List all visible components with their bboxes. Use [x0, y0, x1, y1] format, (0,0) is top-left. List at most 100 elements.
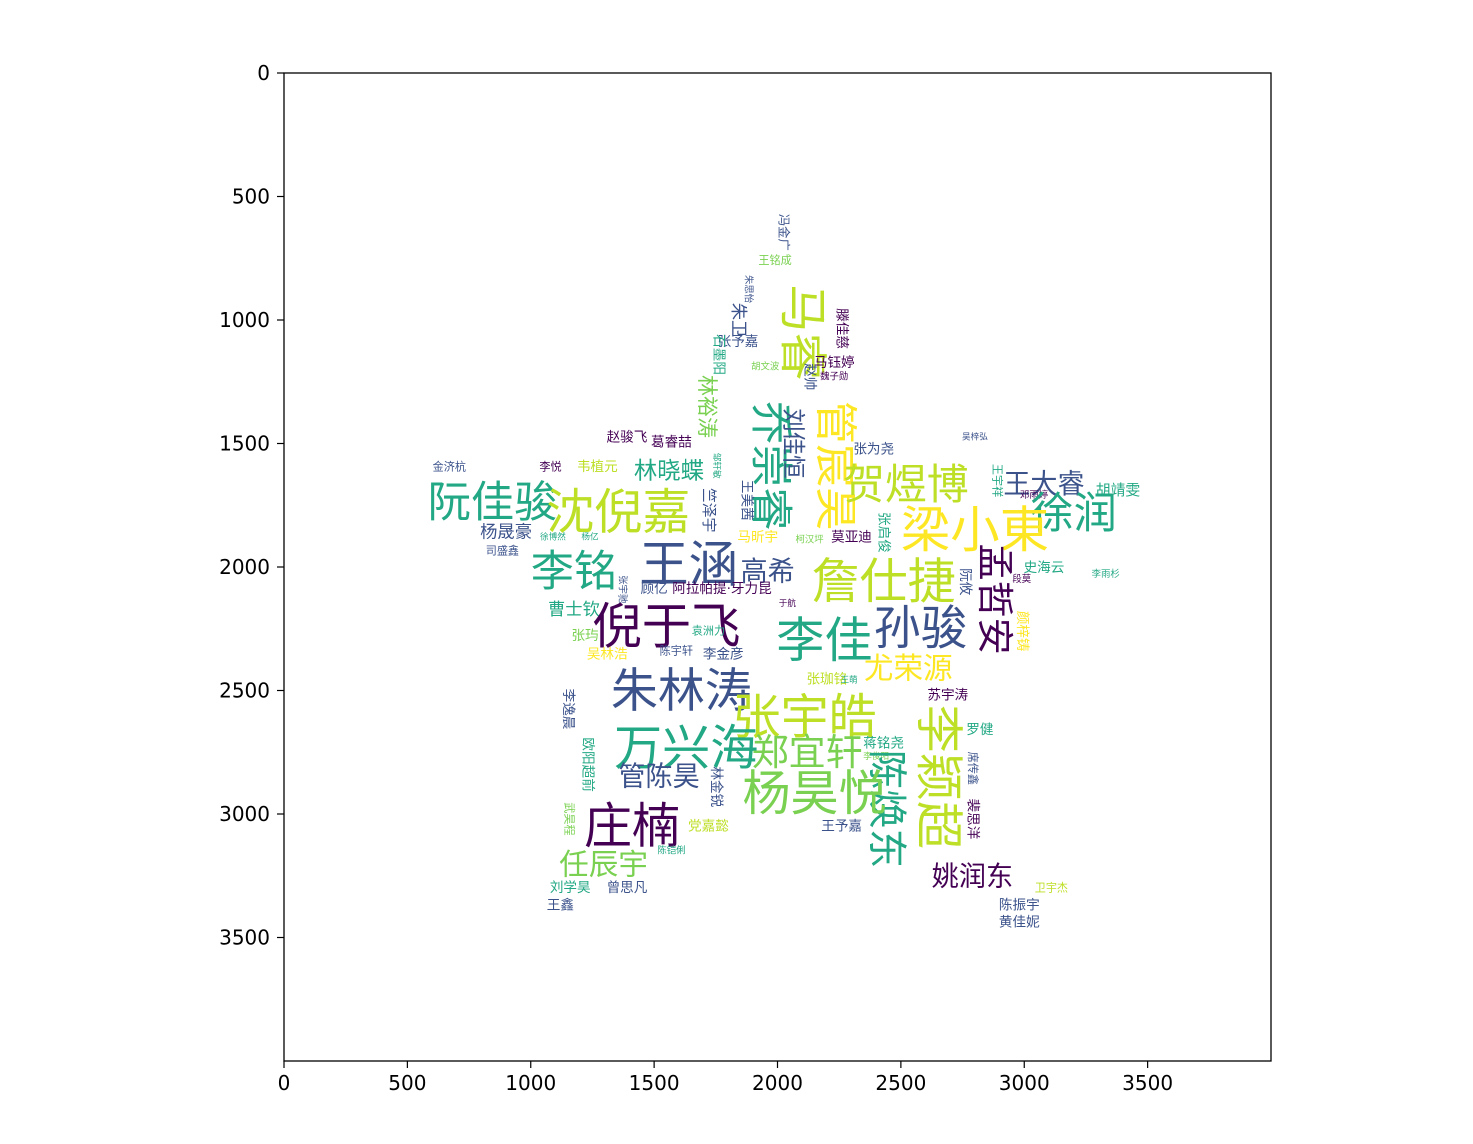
word-66: 李金彦 — [703, 647, 744, 663]
word-71: 苏宇涛 — [927, 687, 968, 703]
word-73: 张宇皓 — [732, 690, 876, 746]
x-tick-label: 0 — [278, 1071, 291, 1095]
word-63: 袁洲力 — [692, 625, 725, 638]
word-37: 莫亚迪 — [831, 529, 872, 545]
word-57: 曹士钦 — [548, 600, 600, 620]
word-5: 滕佳慈 — [834, 308, 850, 349]
word-98: 王鑫 — [547, 896, 574, 913]
word-43: 司盛鑫 — [486, 543, 519, 557]
word-38: 杨晟豪 — [480, 521, 532, 542]
x-tick-label: 1000 — [505, 1071, 556, 1095]
word-35: 梁小東 — [901, 501, 1049, 559]
word-51: 阮攸 — [957, 568, 973, 596]
word-64: 吴林浩 — [587, 647, 628, 663]
word-76: 李颖超 — [910, 705, 966, 849]
word-22: 韦植元 — [577, 459, 618, 475]
word-77: 罗健 — [966, 722, 994, 738]
word-17: 葛睿喆 — [651, 434, 692, 450]
x-tick-label: 500 — [388, 1071, 426, 1095]
word-3: 朱卫 — [728, 303, 748, 338]
word-45: 李铭 — [531, 547, 617, 597]
word-34: 徐润 — [1030, 489, 1116, 539]
word-46: 高希 — [741, 556, 795, 587]
word-86: 裴思洋 — [964, 799, 980, 840]
word-47: 詹仕捷 — [811, 554, 955, 610]
x-tick-label: 3500 — [1122, 1071, 1173, 1095]
word-39: 徐博然 — [540, 530, 566, 542]
word-8: 胡文波 — [751, 360, 780, 372]
word-89: 党嘉懿 — [688, 818, 729, 834]
y-tick-label: 3000 — [219, 802, 270, 826]
word-29: 阮佳骏 — [428, 478, 558, 528]
word-56: 于航 — [779, 597, 797, 609]
word-25: 贺煜博 — [843, 460, 969, 509]
word-20: 金济杭 — [433, 459, 466, 473]
word-13: 乔崇睿 — [745, 401, 795, 531]
word-50: 李雨杉 — [1092, 568, 1120, 580]
word-0: 冯金广 — [777, 214, 792, 251]
word-55: 阿拉帕提·牙力昆 — [672, 581, 772, 597]
word-2: 朱思怡 — [742, 275, 754, 304]
word-42: 柯汉坪 — [796, 533, 824, 545]
word-84: 陈焕东 — [863, 750, 909, 869]
word-12: 林裕涛 — [695, 375, 719, 438]
y-tick-label: 1500 — [219, 432, 270, 456]
word-58: 倪于飞 — [592, 597, 740, 655]
word-32: 王美茜 — [739, 480, 755, 521]
word-60: 孙骏 — [874, 601, 968, 656]
word-61: 颜梓铸 — [1014, 611, 1030, 652]
axes: 0 500 1000 1500 2000 2500 3000 3500 0 500 1000 150… — [219, 61, 1272, 1095]
word-19: 吴梓弘 — [962, 430, 988, 442]
word-10: 赵帅 — [802, 363, 818, 390]
word-88: 庄楠 — [584, 798, 680, 854]
x-tick-label: 1500 — [629, 1071, 680, 1095]
word-48: 孟哲安 — [973, 544, 1016, 655]
word-23: 林晓蝶 — [634, 457, 704, 485]
word-4: 马睿 — [774, 284, 830, 380]
word-18: 张为尧 — [853, 442, 894, 458]
word-96: 卫宇杰 — [1035, 882, 1068, 895]
word-30: 沈倪嘉 — [546, 485, 690, 541]
word-97: 陈振宇 — [999, 896, 1040, 913]
word-91: 陈铠俐 — [657, 845, 685, 857]
word-53: 张宇驰 — [617, 575, 629, 604]
word-68: 朱林涛 — [611, 664, 752, 719]
word-85: 杨昊悦 — [742, 766, 886, 822]
word-95: 曾思凡 — [607, 880, 648, 896]
word-74: 万兴海 — [614, 721, 758, 777]
word-79: 欧阳超前 — [580, 737, 597, 791]
word-6: 张予嘉 — [718, 334, 759, 350]
x-axis: 0 500 1000 1500 2000 2500 3000 3500 — [278, 1061, 1173, 1095]
word-80: 李俊阳 — [863, 750, 889, 762]
word-90: 王予嘉 — [821, 818, 862, 834]
y-axis: 0 500 1000 1500 2000 2500 3000 3500 — [219, 61, 284, 950]
x-tick-label: 2000 — [752, 1071, 803, 1095]
word-21: 李悦 — [539, 459, 561, 473]
word-65: 陈宇轩 — [660, 643, 693, 657]
word-59: 李佳 — [776, 613, 872, 669]
word-16: 赵骏飞 — [607, 429, 648, 445]
word-92: 任辰宇 — [559, 848, 648, 882]
y-tick-label: 500 — [232, 185, 270, 209]
word-69: 张珈铭 — [806, 671, 847, 687]
word-44: 王涵 — [639, 536, 738, 594]
word-72: 李逸晨 — [560, 689, 576, 730]
word-52: 段莫 — [1012, 573, 1031, 585]
word-94: 刘学昊 — [550, 880, 591, 896]
x-tick-label: 3000 — [999, 1071, 1050, 1095]
word-81: 席传鑫 — [966, 752, 980, 785]
word-14: 刘佳恒 — [780, 408, 808, 478]
word-87: 武昊程 — [562, 802, 575, 835]
word-24: 邹轩敏 — [711, 453, 723, 479]
word-28: 胡靖雯 — [1096, 482, 1141, 499]
word-1: 王铭成 — [758, 253, 791, 267]
word-83: 林金锐 — [708, 766, 724, 807]
word-49: 史海云 — [1024, 560, 1065, 576]
word-26: 王宇祥 — [991, 464, 1005, 497]
word-7: 石墨阳 — [710, 334, 726, 375]
word-82: 管陈昊 — [618, 761, 699, 792]
word-41: 马昕宇 — [737, 529, 778, 545]
word-78: 蒋铭尧 — [863, 736, 904, 752]
